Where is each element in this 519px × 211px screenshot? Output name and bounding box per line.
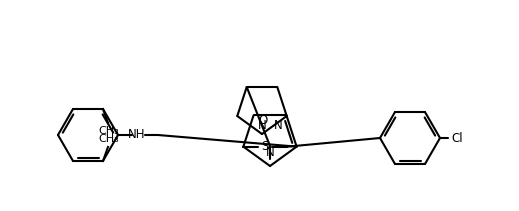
Text: NH: NH <box>128 128 146 142</box>
Text: CH₃: CH₃ <box>99 134 119 144</box>
Text: S: S <box>262 140 269 153</box>
Text: N: N <box>257 119 266 132</box>
Text: Cl: Cl <box>451 131 462 145</box>
Text: O: O <box>258 114 268 127</box>
Text: N: N <box>266 146 275 159</box>
Text: N: N <box>274 119 282 132</box>
Text: CH₃: CH₃ <box>99 126 119 136</box>
